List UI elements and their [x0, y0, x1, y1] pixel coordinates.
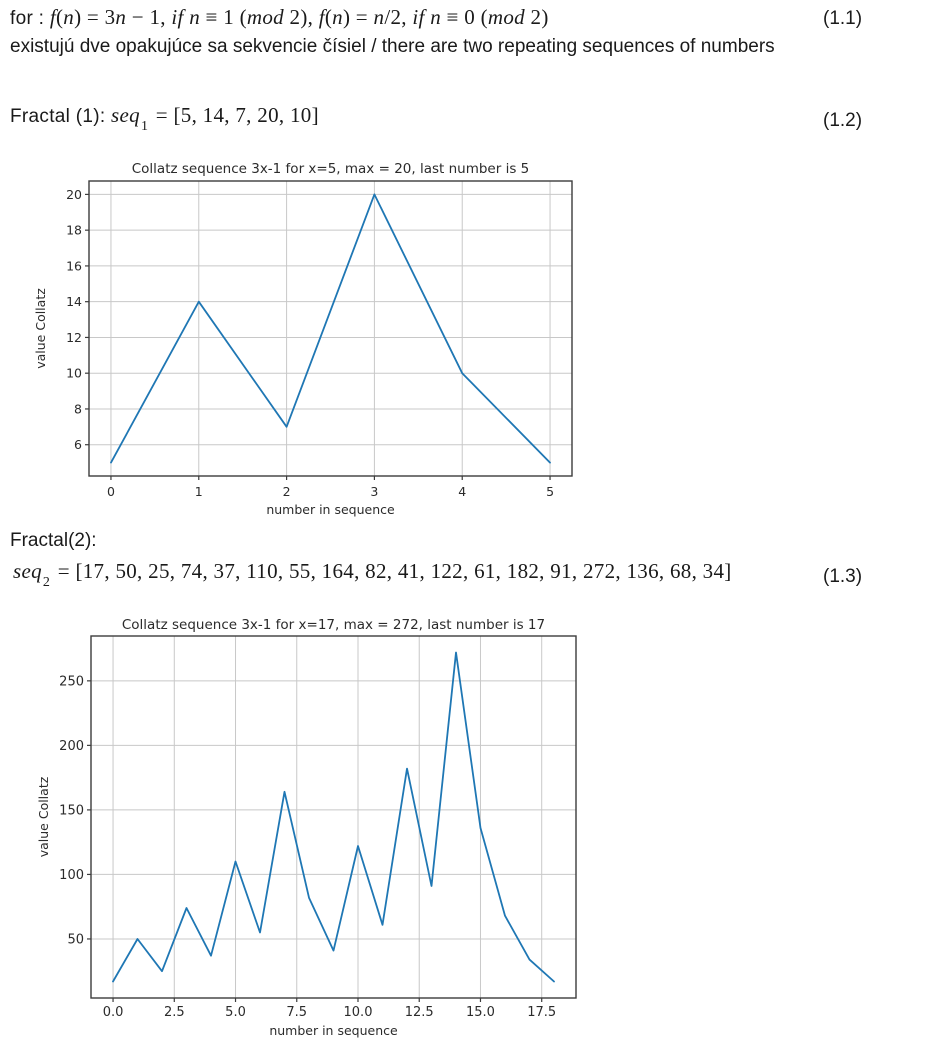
svg-text:16: 16 [66, 258, 82, 273]
formula-segment: ( [324, 5, 333, 29]
x-tick-labels: 0 1 2 3 4 5 [107, 484, 554, 499]
svg-text:4: 4 [458, 484, 466, 499]
svg-text:5.0: 5.0 [225, 1005, 246, 1020]
x-axis-label: number in sequence [269, 1023, 398, 1038]
formula-segment: f [49, 5, 56, 29]
collatz-chart-2: 0.0 2.5 5.0 7.5 10.0 12.5 15.0 17.5 50 100 150 200 2… [36, 617, 577, 1038]
formula-segment: for : [10, 8, 50, 29]
formula-segment: mod [246, 5, 284, 29]
formula-segment: n [373, 5, 385, 29]
formula-segment: mod [487, 5, 525, 29]
tick-marks [87, 680, 543, 1002]
svg-text:6: 6 [74, 437, 82, 452]
x-tick-labels: 0.0 2.5 5.0 7.5 10.0 12.5 15.0 17.5 [103, 1005, 556, 1020]
svg-text:2: 2 [283, 484, 291, 499]
svg-text:12.5: 12.5 [405, 1005, 434, 1020]
chart-title: Collatz sequence 3x-1 for x=5, max = 20,… [132, 161, 530, 177]
svg-text:12: 12 [66, 330, 82, 345]
fractal-2-sequence-line: seq2 = [17, 50, 25, 74, 37, 110, 55, 164… [13, 559, 732, 590]
equation-number-1-2: (1.2) [823, 110, 863, 131]
formula-segment: if n [171, 5, 200, 29]
x-axis-label: number in sequence [266, 502, 395, 517]
chart-title: Collatz sequence 3x-1 for x=17, max = 27… [122, 617, 545, 633]
formula-segment: = [5, 14, 7, 20, 10] [150, 103, 319, 127]
formula-segment: n [332, 5, 343, 29]
svg-text:250: 250 [59, 675, 84, 690]
formula-segment: 2), [283, 5, 319, 29]
formula-segment: − 1, [126, 5, 172, 29]
svg-text:150: 150 [59, 804, 84, 819]
y-axis-label: value Collatz [33, 288, 48, 369]
grid-lines [89, 181, 572, 476]
formula-segment: ≡ 0 ( [441, 5, 488, 29]
svg-text:200: 200 [59, 739, 84, 754]
formula-segment: seq [13, 559, 42, 583]
formula-segment: ≡ 1 ( [200, 5, 247, 29]
fractal-2-label: Fractal(2): [10, 530, 97, 551]
formula-segment: seq [111, 103, 140, 127]
y-axis-label: value Collatz [36, 776, 51, 857]
svg-text:1: 1 [195, 484, 203, 499]
svg-text:10.0: 10.0 [344, 1005, 373, 1020]
y-tick-labels: 6 8 10 12 14 16 18 20 [66, 187, 82, 452]
formula-segment: 2 [42, 575, 51, 590]
formula-segment: /2, [384, 5, 413, 29]
equation-number-1-1: (1.1) [823, 8, 863, 29]
data-series-line [112, 651, 555, 983]
formula-segment: if n [412, 5, 441, 29]
equation-number-1-3: (1.3) [823, 566, 863, 587]
svg-text:0: 0 [107, 484, 115, 499]
fractal-1-sequence-line: Fractal (1): seq1 = [5, 14, 7, 20, 10] [10, 103, 319, 134]
grid-lines [91, 636, 576, 998]
formula-segment: f [318, 5, 325, 29]
data-series-line [110, 193, 551, 464]
y-tick-labels: 50 100 150 200 250 [59, 675, 84, 948]
formula-collatz-definition: for : f(n) = 3n − 1, if n ≡ 1 (mod 2), f… [10, 5, 549, 30]
svg-text:20: 20 [66, 187, 82, 202]
svg-text:50: 50 [67, 933, 84, 948]
svg-text:8: 8 [74, 401, 82, 416]
svg-text:17.5: 17.5 [527, 1005, 556, 1020]
svg-text:3: 3 [370, 484, 378, 499]
svg-text:7.5: 7.5 [286, 1005, 307, 1020]
formula-segment: 2) [524, 5, 549, 29]
svg-text:15.0: 15.0 [466, 1005, 495, 1020]
svg-text:0.0: 0.0 [103, 1005, 124, 1020]
svg-text:10: 10 [66, 366, 82, 381]
formula-segment: n [63, 5, 75, 29]
formula-segment: Fractal (1): [10, 106, 112, 127]
svg-text:5: 5 [546, 484, 554, 499]
formula-segment: ) = [342, 5, 374, 29]
formula-segment: ) = 3 [74, 5, 116, 29]
formula-segment: ( [55, 5, 64, 29]
tick-marks [85, 193, 551, 480]
formula-segment: n [115, 5, 127, 29]
plot-area [90, 635, 577, 999]
formula-segment: = [17, 50, 25, 74, 37, 110, 55, 164, 82,… [52, 559, 732, 583]
svg-text:2.5: 2.5 [164, 1005, 185, 1020]
plot-area [88, 180, 573, 477]
formula-segment: 1 [140, 119, 149, 134]
svg-text:14: 14 [66, 294, 82, 309]
svg-text:100: 100 [59, 868, 84, 883]
svg-text:18: 18 [66, 223, 82, 238]
subtitle-text: existujú dve opakujúce sa sekvencie čísi… [10, 36, 775, 57]
